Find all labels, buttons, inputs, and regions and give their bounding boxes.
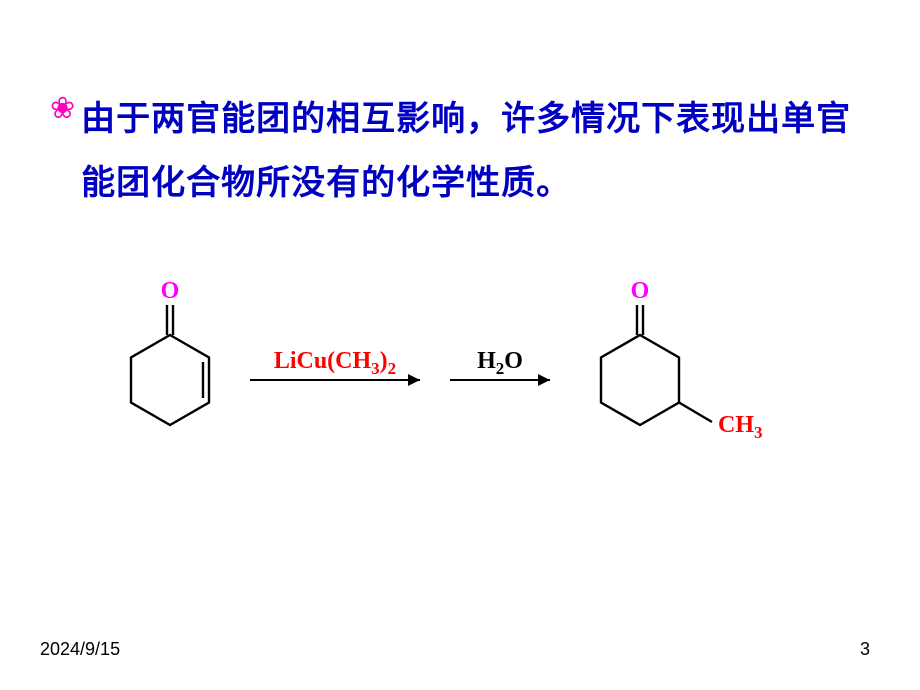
footer-date: 2024/9/15 <box>40 639 120 660</box>
reagent2-label: H2O <box>477 348 523 378</box>
reactant-structure: O <box>131 278 209 425</box>
product-structure: O CH3 <box>601 278 763 442</box>
product-O-label: O <box>631 278 650 304</box>
headline-text: 由于两官能团的相互影响，许多情况下表现出单官能团化合物所没有的化学性质。 <box>81 88 851 216</box>
reagent1-label: LiCu(CH3)2 <box>274 348 396 378</box>
bullet-block: ❀ 由于两官能团的相互影响，许多情况下表现出单官能团化合物所没有的化学性质。 <box>50 88 851 216</box>
reactant-O-label: O <box>161 278 180 304</box>
product-CH3-label: CH3 <box>718 412 763 442</box>
flower-icon: ❀ <box>50 88 75 130</box>
footer-page-number: 3 <box>860 639 870 660</box>
reaction-diagram: O LiCu(CH3)2 H2O O <box>100 260 820 480</box>
slide: ❀ 由于两官能团的相互影响，许多情况下表现出单官能团化合物所没有的化学性质。 O… <box>0 0 920 690</box>
